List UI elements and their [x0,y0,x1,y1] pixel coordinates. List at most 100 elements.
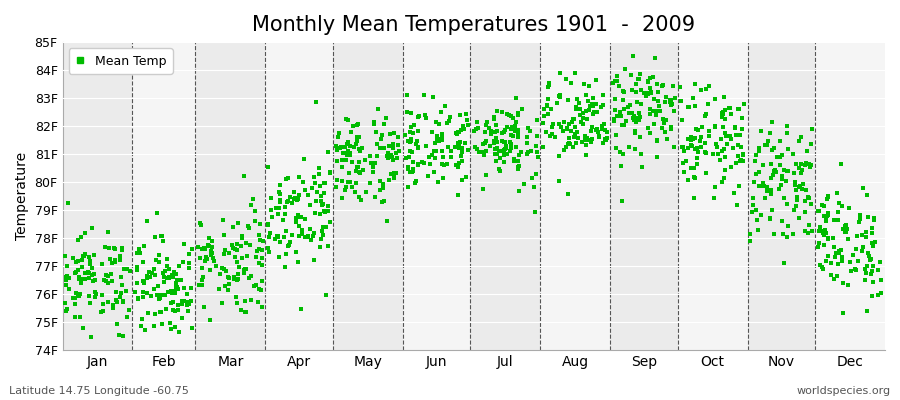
Point [59,274,74,280]
Point [148,311,162,317]
Point [512,151,526,158]
Point [467,128,482,134]
Point [431,120,446,127]
Point [359,189,374,195]
Point [482,125,496,131]
Point [856,244,870,250]
Point [677,148,691,154]
Point [487,116,501,122]
Point [757,182,771,189]
Point [454,152,468,159]
Point [377,144,392,151]
Point [836,226,850,232]
Point [667,108,681,114]
Point [351,164,365,170]
Bar [266,42,333,350]
Point [452,144,466,151]
Point [667,144,681,150]
Point [797,198,812,204]
Point [710,150,724,157]
Point [435,136,449,143]
Point [197,246,211,252]
Point [734,126,749,133]
Point [872,259,886,266]
Point [717,167,732,174]
Point [812,240,826,246]
Point [497,129,511,135]
Point [421,154,436,160]
Point [270,233,284,239]
Point [626,113,641,120]
Point [629,98,643,105]
Point [554,92,568,98]
Point [594,104,608,110]
Point [167,307,182,314]
Point [289,249,303,255]
Point [707,194,722,201]
Point [389,150,403,156]
Point [615,198,629,204]
Point [819,230,833,236]
Point [420,172,435,179]
Point [874,290,888,296]
Point [408,180,422,186]
Point [334,143,348,150]
Point [779,130,794,136]
Point [675,116,689,123]
Point [417,160,431,166]
Point [497,152,511,158]
Point [160,263,175,269]
Point [60,306,75,312]
Point [613,109,627,116]
Point [307,174,321,180]
Point [767,145,781,152]
Point [95,308,110,314]
Point [763,190,778,196]
Bar [678,42,748,350]
Point [280,199,294,206]
Point [664,124,679,130]
Point [248,208,263,214]
Point [277,234,292,240]
Point [737,101,751,107]
Point [461,147,475,154]
Point [203,248,218,254]
Point [628,89,643,96]
Point [156,238,170,244]
Point [684,134,698,140]
Point [831,209,845,216]
Point [831,216,845,223]
Point [205,250,220,256]
Point [133,249,148,256]
Point [816,241,831,248]
Point [281,243,295,250]
Point [230,276,245,282]
Point [859,234,873,240]
Point [736,158,751,164]
Point [196,245,211,252]
Point [304,237,319,243]
Point [861,214,876,220]
Point [495,130,509,136]
Point [425,152,439,158]
Point [242,224,256,231]
Point [862,253,877,259]
Point [727,190,742,196]
Point [246,196,260,202]
Point [706,150,720,157]
Point [387,170,401,176]
Point [460,116,474,123]
Point [662,97,677,103]
Point [691,148,706,155]
Point [335,156,349,163]
Point [62,286,77,292]
Point [181,308,195,314]
Point [512,188,526,194]
Point [865,278,879,285]
Point [346,123,360,129]
Point [222,281,237,288]
Point [865,293,879,299]
Point [775,218,789,224]
Point [244,202,258,209]
Point [180,299,194,305]
